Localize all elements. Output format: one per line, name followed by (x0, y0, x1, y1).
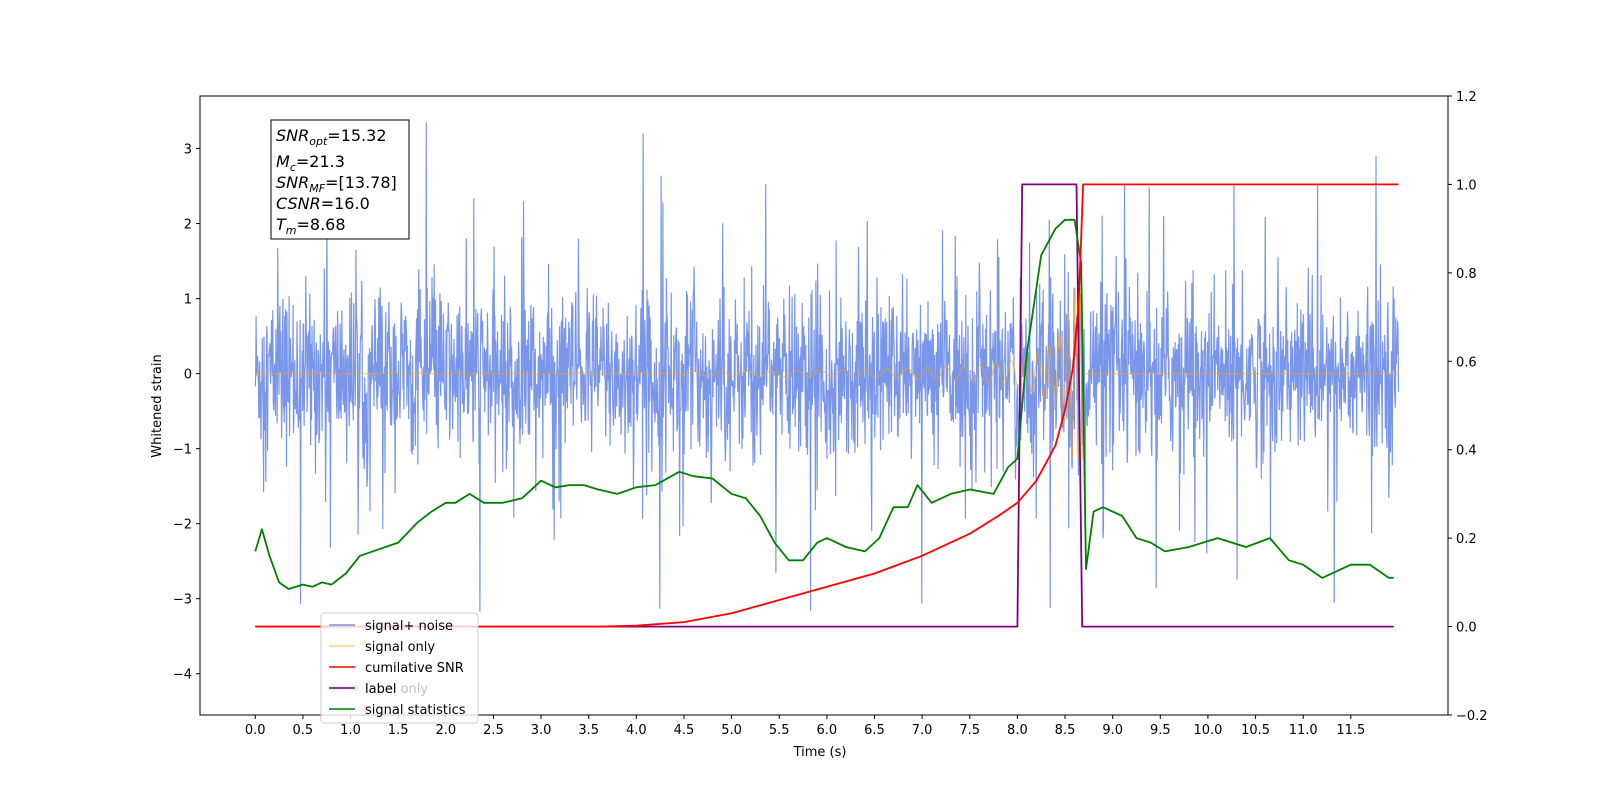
y-tick-label: −4 (173, 668, 192, 683)
series-signal-only (255, 287, 1399, 460)
info-box: SNRopt=15.32 Mc=21.3 SNRMF=[13.78] CSNR=… (270, 119, 410, 240)
series-signal-noise (254, 122, 1400, 612)
x-tick-label: 5.0 (721, 723, 742, 738)
y-right-tick-label: 0.2 (1456, 532, 1477, 547)
x-tick-label: 4.0 (626, 723, 647, 738)
x-tick-label: 8.5 (1055, 723, 1076, 738)
x-tick-label: 9.0 (1102, 723, 1123, 738)
x-tick-label: 5.5 (769, 723, 790, 738)
y-axis-label: Whitened strain (150, 354, 165, 457)
x-tick-label: 4.5 (674, 723, 695, 738)
x-tick-label: 10.0 (1193, 723, 1222, 738)
x-axis-label: Time (s) (793, 745, 847, 760)
legend-label-signal-noise: signal+ noise (365, 619, 453, 634)
series-layer (254, 122, 1400, 628)
x-tick-label: 8.0 (1007, 723, 1028, 738)
y-right-tick-label: 0.6 (1456, 355, 1477, 370)
x-tick-label: 0.5 (293, 723, 314, 738)
x-tick-label: 2.5 (483, 723, 504, 738)
y-right-tick-label: 0.8 (1456, 267, 1477, 282)
y-axis-left: 3 2 1 0 −1 −2 −3 −4 (173, 143, 200, 683)
x-axis: 0.0 0.5 1.0 1.5 2.0 2.5 3.0 3.5 4.0 4.5 5.0 5.5 6.0 6… (245, 715, 1365, 738)
legend-label-signal-only: signal only (365, 640, 435, 655)
y-right-tick-label: 0.0 (1456, 621, 1477, 636)
legend-label-signal-statistics: signal statistics (365, 703, 466, 718)
y-tick-label: −1 (173, 443, 192, 458)
legend-label-label: label (365, 682, 396, 697)
snr-mf-text: SNRMF=[13.78] (276, 173, 397, 195)
y-tick-label: 1 (184, 293, 192, 308)
y-right-tick-label: 0.4 (1456, 444, 1477, 459)
x-tick-label: 11.0 (1289, 723, 1318, 738)
y-right-tick-label: −0.2 (1456, 709, 1488, 724)
series-cumulative-snr (255, 183, 1399, 628)
plot-frame (199, 95, 1449, 716)
x-tick-label: 6.0 (817, 723, 838, 738)
x-tick-label: 9.5 (1150, 723, 1171, 738)
legend-label-label-only: label only (365, 682, 428, 697)
series-label (255, 183, 1394, 628)
x-tick-label: 11.5 (1336, 723, 1365, 738)
x-tick-label: 1.0 (340, 723, 361, 738)
y-right-tick-label: 1.2 (1456, 90, 1477, 105)
x-tick-label: 6.5 (864, 723, 885, 738)
y-tick-label: 2 (184, 218, 192, 233)
y-tick-label: 3 (184, 143, 192, 158)
x-tick-label: 1.5 (388, 723, 409, 738)
y-right-tick-label: 1.0 (1456, 178, 1477, 193)
mc-text: Mc=21.3 (276, 152, 345, 174)
csnr-text: CSNR=16.0 (276, 194, 370, 213)
y-axis-right: 1.2 1.0 0.8 0.6 0.4 0.2 0.0 −0.2 (1448, 90, 1488, 724)
tm-text: Tm=8.68 (276, 215, 346, 237)
x-tick-label: 3.0 (531, 723, 552, 738)
x-tick-label: 7.0 (912, 723, 933, 738)
x-tick-label: 2.0 (435, 723, 456, 738)
legend-label-cumulative-snr: cumilative SNR (365, 661, 464, 676)
legend: signal+ noise signal only cumilative SNR… (320, 612, 479, 724)
x-tick-label: 3.5 (578, 723, 599, 738)
x-tick-label: 7.5 (959, 723, 980, 738)
y-tick-label: −2 (173, 518, 192, 533)
x-tick-label: 0.0 (245, 723, 266, 738)
series-signal-statistics (254, 218, 1394, 590)
y-tick-label: −3 (173, 593, 192, 608)
x-tick-label: 10.5 (1241, 723, 1270, 738)
y-tick-label: 0 (184, 368, 192, 383)
snr-opt-text: SNRopt=15.32 (276, 126, 387, 148)
